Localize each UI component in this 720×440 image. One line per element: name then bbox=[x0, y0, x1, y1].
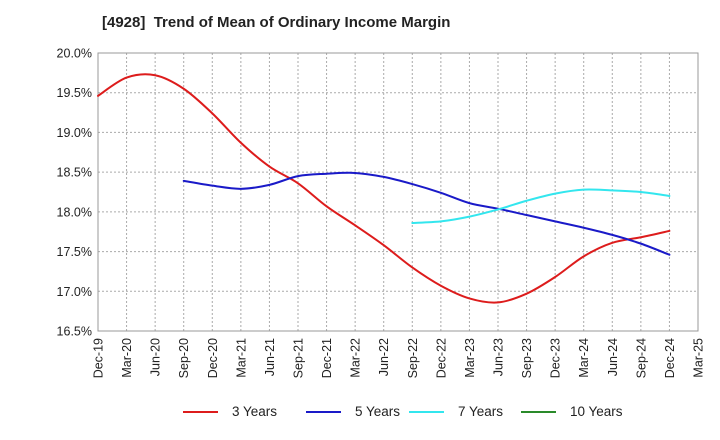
x-tick-label: Mar-22 bbox=[349, 338, 363, 378]
y-tick-label: 18.0% bbox=[57, 205, 92, 219]
series-line-5-years bbox=[182, 171, 671, 256]
x-tick-label: Mar-25 bbox=[692, 338, 706, 378]
y-tick-label: 17.5% bbox=[57, 245, 92, 259]
x-tick-label: Jun-23 bbox=[492, 338, 506, 376]
legend-swatch bbox=[521, 410, 556, 413]
x-tick-label: Jun-20 bbox=[149, 338, 163, 376]
x-tick-label: Sep-23 bbox=[520, 338, 534, 378]
series-layer bbox=[97, 73, 671, 304]
x-tick-label: Mar-23 bbox=[463, 338, 477, 378]
y-axis: 16.5% 17.0% 17.5% 18.0% 18.5% 19.0% 19.5% 20.0% bbox=[57, 47, 92, 339]
legend-label: 5 Years bbox=[355, 404, 401, 419]
y-tick-label: 16.5% bbox=[57, 325, 92, 339]
x-tick-label: Sep-22 bbox=[406, 338, 420, 378]
x-tick-label: Mar-24 bbox=[577, 338, 591, 378]
y-tick-label: 20.0% bbox=[57, 47, 92, 61]
x-tick-label: Dec-20 bbox=[206, 338, 220, 378]
series-line-7-years bbox=[411, 188, 671, 224]
x-tick-label: Jun-21 bbox=[263, 338, 277, 376]
x-tick-label: Mar-20 bbox=[120, 338, 134, 378]
x-axis: Dec-19 Mar-20 Jun-20 Sep-20 Dec-20 Mar-21 Jun-… bbox=[92, 338, 706, 378]
x-tick-label: Sep-24 bbox=[634, 338, 648, 378]
grid-layer bbox=[98, 53, 698, 331]
x-tick-label: Dec-24 bbox=[663, 338, 677, 378]
line-chart: 16.5% 17.0% 17.5% 18.0% 18.5% 19.0% 19.5% 20.0%… bbox=[57, 47, 706, 379]
legend-swatch bbox=[306, 410, 341, 413]
legend-swatch bbox=[409, 410, 444, 413]
x-tick-label: Dec-22 bbox=[434, 338, 448, 378]
plot-frame bbox=[97, 52, 699, 332]
y-tick-label: 18.5% bbox=[57, 166, 92, 180]
legend-item: 5 Years bbox=[306, 404, 400, 419]
legend-item: 3 Years bbox=[183, 404, 277, 419]
x-tick-label: Dec-19 bbox=[92, 338, 106, 378]
x-tick-label: Mar-21 bbox=[234, 338, 248, 378]
x-tick-label: Jun-24 bbox=[606, 338, 620, 376]
chart-title: [4928] Trend of Mean of Ordinary Income … bbox=[102, 14, 451, 31]
x-tick-label: Jun-22 bbox=[377, 338, 391, 376]
legend-item: 7 Years bbox=[409, 404, 503, 419]
legend-label: 10 Years bbox=[570, 404, 623, 419]
x-tick-label: Sep-21 bbox=[292, 338, 306, 378]
x-tick-label: Dec-21 bbox=[320, 338, 334, 378]
legend-swatch bbox=[183, 410, 218, 413]
legend-item: 10 Years bbox=[521, 404, 623, 419]
legend: 3 Years 5 Years 7 Years 10 Years bbox=[0, 404, 720, 426]
series-line-3-years bbox=[97, 73, 671, 304]
legend-label: 7 Years bbox=[458, 404, 504, 419]
y-tick-label: 17.0% bbox=[57, 285, 92, 299]
y-tick-label: 19.5% bbox=[57, 86, 92, 100]
x-tick-label: Sep-20 bbox=[177, 338, 191, 378]
legend-label: 3 Years bbox=[232, 404, 278, 419]
x-tick-label: Dec-23 bbox=[549, 338, 563, 378]
y-tick-label: 19.0% bbox=[57, 126, 92, 140]
